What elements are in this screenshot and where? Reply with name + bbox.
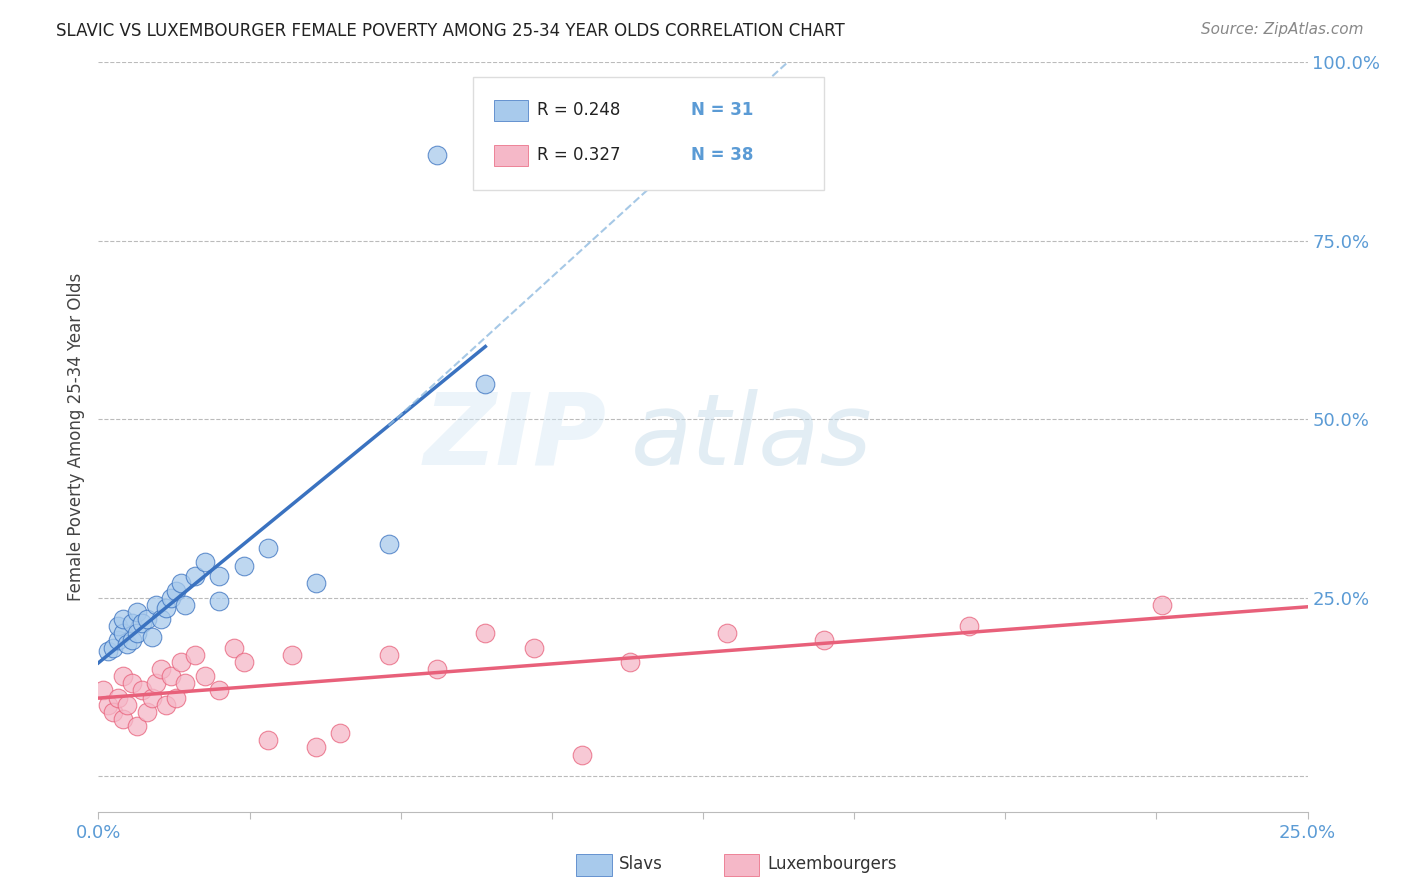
Point: [208, 594, 231, 608]
Point: [232, 655, 254, 669]
Point: [141, 690, 163, 705]
Text: atlas: atlas: [630, 389, 872, 485]
Point: [145, 676, 167, 690]
Point: [117, 637, 139, 651]
Point: [145, 598, 167, 612]
Point: [222, 640, 245, 655]
Point: [111, 612, 134, 626]
Point: [107, 690, 129, 705]
Point: [256, 733, 278, 747]
Point: [131, 683, 153, 698]
Point: [377, 648, 399, 662]
Text: ZIP: ZIP: [423, 389, 606, 485]
Point: [111, 626, 134, 640]
Point: [107, 633, 129, 648]
Point: [127, 605, 149, 619]
Point: [194, 669, 217, 683]
Y-axis label: Female Poverty Among 25-34 Year Olds: Female Poverty Among 25-34 Year Olds: [66, 273, 84, 601]
Point: [111, 712, 134, 726]
Point: [813, 633, 835, 648]
Point: [208, 569, 231, 583]
Text: SLAVIC VS LUXEMBOURGER FEMALE POVERTY AMONG 25-34 YEAR OLDS CORRELATION CHART: SLAVIC VS LUXEMBOURGER FEMALE POVERTY AM…: [56, 22, 845, 40]
Point: [305, 740, 328, 755]
Point: [957, 619, 980, 633]
Point: [135, 705, 157, 719]
Point: [426, 148, 449, 162]
Point: [329, 726, 352, 740]
Point: [619, 655, 641, 669]
Point: [150, 662, 173, 676]
Point: [155, 601, 177, 615]
Point: [121, 676, 143, 690]
Text: R = 0.327: R = 0.327: [537, 146, 621, 164]
Point: [208, 683, 231, 698]
Point: [305, 576, 328, 591]
Point: [101, 705, 124, 719]
Point: [474, 376, 496, 391]
Text: N = 38: N = 38: [690, 146, 754, 164]
Point: [169, 655, 191, 669]
FancyBboxPatch shape: [494, 145, 527, 166]
FancyBboxPatch shape: [494, 100, 527, 121]
Point: [160, 669, 183, 683]
Text: N = 31: N = 31: [690, 102, 754, 120]
Point: [426, 662, 449, 676]
Point: [184, 569, 207, 583]
Point: [155, 698, 177, 712]
Point: [194, 555, 217, 569]
Point: [111, 669, 134, 683]
Point: [281, 648, 304, 662]
Point: [165, 583, 187, 598]
Point: [150, 612, 173, 626]
Point: [97, 644, 120, 658]
Point: [101, 640, 124, 655]
Text: Slavs: Slavs: [619, 855, 662, 873]
Text: Luxembourgers: Luxembourgers: [768, 855, 897, 873]
Point: [256, 541, 278, 555]
Point: [97, 698, 120, 712]
Point: [127, 719, 149, 733]
Point: [169, 576, 191, 591]
Point: [184, 648, 207, 662]
Point: [121, 633, 143, 648]
Point: [131, 615, 153, 630]
Text: Source: ZipAtlas.com: Source: ZipAtlas.com: [1201, 22, 1364, 37]
Point: [377, 537, 399, 551]
Point: [91, 683, 114, 698]
FancyBboxPatch shape: [474, 78, 824, 190]
Point: [165, 690, 187, 705]
Point: [716, 626, 738, 640]
Text: R = 0.248: R = 0.248: [537, 102, 620, 120]
Point: [174, 598, 197, 612]
Point: [523, 640, 546, 655]
Point: [1152, 598, 1174, 612]
Point: [474, 626, 496, 640]
Point: [232, 558, 254, 573]
Point: [141, 630, 163, 644]
Point: [174, 676, 197, 690]
Point: [571, 747, 593, 762]
Point: [135, 612, 157, 626]
Point: [107, 619, 129, 633]
Point: [117, 698, 139, 712]
Point: [160, 591, 183, 605]
Point: [127, 626, 149, 640]
Point: [121, 615, 143, 630]
